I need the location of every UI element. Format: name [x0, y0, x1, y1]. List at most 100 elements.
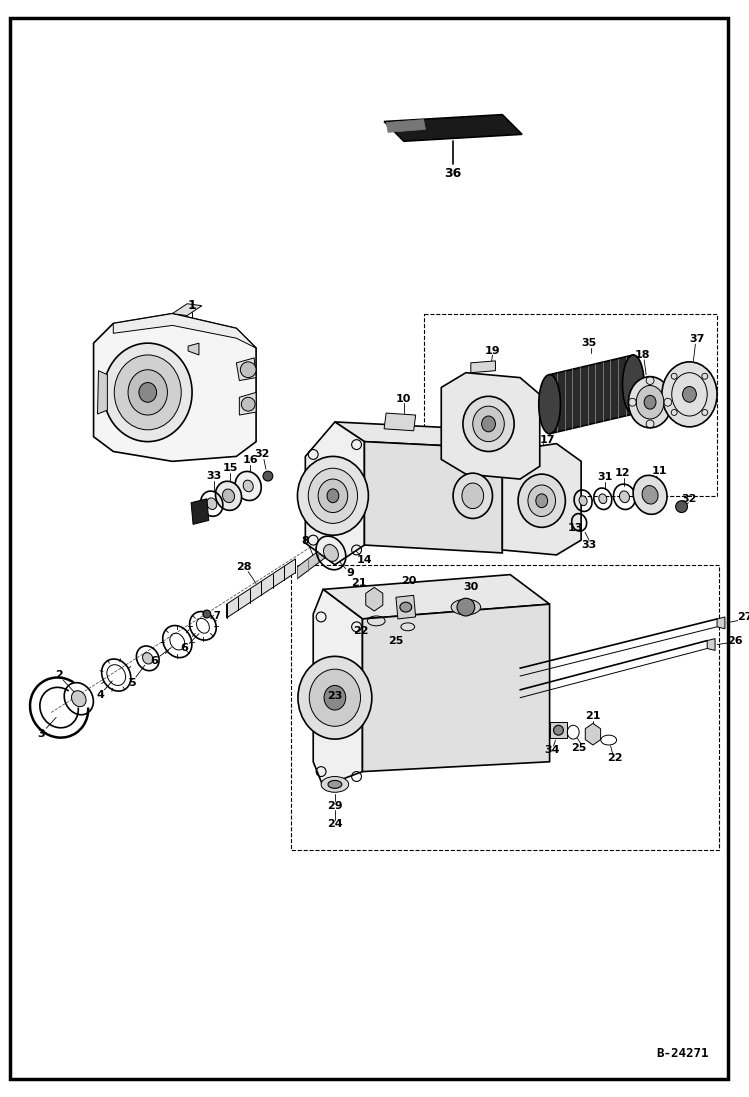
Polygon shape: [384, 414, 416, 431]
Polygon shape: [471, 361, 495, 373]
Ellipse shape: [518, 474, 565, 528]
Ellipse shape: [309, 669, 360, 726]
Polygon shape: [237, 358, 256, 381]
Ellipse shape: [298, 656, 372, 739]
Text: 34: 34: [544, 745, 560, 755]
Ellipse shape: [482, 416, 495, 432]
Polygon shape: [717, 617, 725, 629]
Ellipse shape: [528, 485, 556, 517]
Ellipse shape: [622, 355, 644, 414]
Ellipse shape: [633, 475, 667, 514]
Ellipse shape: [662, 362, 717, 427]
Text: 37: 37: [690, 335, 705, 344]
Polygon shape: [306, 422, 365, 565]
Polygon shape: [226, 558, 296, 618]
Polygon shape: [313, 589, 363, 787]
Text: 22: 22: [607, 753, 622, 762]
Text: 24: 24: [327, 818, 343, 829]
Text: 28: 28: [237, 562, 252, 572]
Ellipse shape: [644, 395, 656, 409]
Text: 15: 15: [222, 463, 238, 473]
Polygon shape: [503, 443, 581, 555]
Text: 8: 8: [301, 536, 309, 546]
Polygon shape: [366, 587, 383, 611]
Bar: [550, 722, 567, 738]
Polygon shape: [323, 575, 550, 619]
Ellipse shape: [139, 383, 157, 403]
Text: 36: 36: [444, 167, 461, 180]
Polygon shape: [335, 422, 503, 449]
Polygon shape: [550, 355, 634, 433]
Polygon shape: [297, 543, 329, 578]
Ellipse shape: [115, 355, 181, 430]
Ellipse shape: [451, 599, 481, 615]
Ellipse shape: [327, 489, 339, 502]
Polygon shape: [191, 499, 209, 524]
Text: 20: 20: [401, 577, 416, 587]
Ellipse shape: [400, 602, 412, 612]
Ellipse shape: [309, 468, 357, 523]
Polygon shape: [396, 596, 416, 619]
Ellipse shape: [71, 691, 86, 706]
Text: 27: 27: [737, 612, 749, 622]
Text: B-24271: B-24271: [657, 1048, 709, 1060]
Ellipse shape: [128, 370, 168, 415]
Text: 33: 33: [581, 540, 597, 550]
Ellipse shape: [216, 482, 242, 510]
Text: 5: 5: [128, 678, 136, 688]
Circle shape: [554, 725, 563, 735]
Text: 14: 14: [357, 555, 372, 565]
Text: 6: 6: [181, 644, 188, 654]
Polygon shape: [240, 393, 256, 415]
Text: 11: 11: [652, 466, 667, 476]
Polygon shape: [386, 120, 425, 133]
Text: 32: 32: [255, 450, 270, 460]
Text: 21: 21: [585, 712, 601, 722]
Ellipse shape: [324, 544, 339, 562]
Text: 23: 23: [327, 691, 342, 701]
Text: 16: 16: [243, 455, 258, 465]
Text: 3: 3: [37, 730, 45, 739]
Ellipse shape: [682, 386, 697, 403]
Polygon shape: [172, 304, 202, 316]
Ellipse shape: [579, 496, 587, 506]
Text: 32: 32: [682, 494, 697, 504]
Polygon shape: [363, 604, 550, 771]
Text: 19: 19: [485, 346, 500, 357]
Ellipse shape: [328, 780, 342, 789]
Polygon shape: [365, 442, 503, 553]
Polygon shape: [707, 638, 715, 651]
Ellipse shape: [318, 479, 348, 512]
Ellipse shape: [628, 376, 672, 428]
Polygon shape: [441, 373, 540, 479]
Ellipse shape: [103, 343, 192, 442]
Ellipse shape: [473, 406, 504, 442]
Text: 2: 2: [55, 670, 63, 680]
Ellipse shape: [598, 494, 607, 504]
Circle shape: [457, 598, 475, 617]
Ellipse shape: [453, 473, 493, 519]
Ellipse shape: [539, 375, 560, 433]
Circle shape: [263, 472, 273, 480]
Ellipse shape: [321, 777, 349, 792]
Ellipse shape: [243, 480, 253, 491]
Ellipse shape: [637, 385, 664, 419]
Circle shape: [203, 610, 210, 618]
Polygon shape: [585, 723, 601, 745]
Text: 18: 18: [634, 350, 650, 360]
Text: 25: 25: [571, 743, 587, 753]
Text: 7: 7: [213, 611, 220, 621]
Polygon shape: [113, 314, 256, 348]
Ellipse shape: [142, 653, 153, 664]
Text: 12: 12: [615, 468, 630, 478]
Text: 35: 35: [581, 338, 597, 348]
Ellipse shape: [462, 483, 484, 509]
Polygon shape: [188, 343, 199, 355]
Text: 29: 29: [327, 801, 343, 811]
Text: 21: 21: [351, 578, 366, 588]
Ellipse shape: [619, 491, 629, 502]
Polygon shape: [384, 114, 522, 142]
Circle shape: [676, 500, 688, 512]
Ellipse shape: [297, 456, 369, 535]
Polygon shape: [97, 371, 107, 414]
